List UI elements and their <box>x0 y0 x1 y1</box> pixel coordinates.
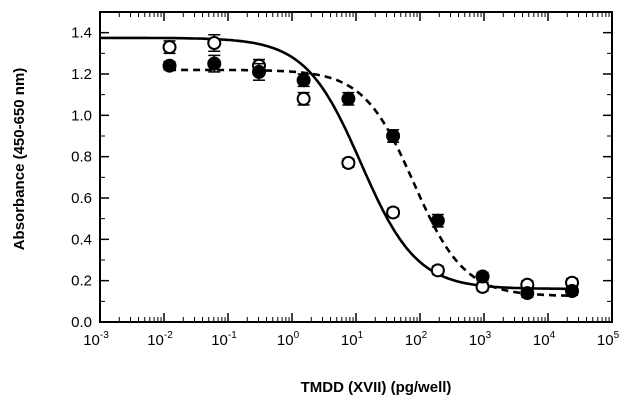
x-tick-label: 104 <box>533 330 556 349</box>
y-axis-title: Absorbance (450-650 nm) <box>11 68 28 251</box>
data-points <box>162 33 580 301</box>
fit-curves <box>100 36 572 298</box>
open-circle-marker <box>162 40 177 55</box>
open-circle-marker <box>430 263 445 278</box>
data-point <box>207 54 222 73</box>
x-tick-label: 101 <box>341 330 364 349</box>
y-axis-ticks: 0.0 0.2 0.4 0.6 0.8 1.0 1.2 1.4 <box>71 11 612 331</box>
data-point <box>565 284 580 298</box>
y-tick-label: 0.4 <box>71 231 92 248</box>
filled-circle-marker <box>475 269 490 284</box>
data-point <box>296 73 311 88</box>
data-point <box>386 129 401 143</box>
x-tick-label: 105 <box>597 330 620 349</box>
filled-circle-marker <box>520 286 535 301</box>
filled-circle-marker <box>296 73 311 88</box>
fit-curve-dashed <box>169 68 572 298</box>
y-tick-label: 0.0 <box>71 314 92 331</box>
open-circle-marker <box>386 205 401 220</box>
open-circle-marker <box>296 91 311 106</box>
data-point <box>162 40 177 55</box>
data-point <box>251 62 266 81</box>
data-point <box>386 205 401 220</box>
y-tick-label: 1.0 <box>71 107 92 124</box>
data-point <box>296 91 311 106</box>
fit-curve-solid <box>100 36 572 291</box>
x-tick-label: 103 <box>469 330 492 349</box>
plot-frame <box>99 11 613 323</box>
x-axis-title: TMDD (XVII) (pg/well) <box>301 379 452 396</box>
filled-circle-marker <box>251 64 266 79</box>
y-tick-label: 0.2 <box>71 273 92 290</box>
y-tick-label: 0.6 <box>71 190 92 207</box>
filled-circle-marker <box>341 91 356 106</box>
data-point <box>207 33 222 53</box>
x-tick-label: 100 <box>277 330 300 349</box>
data-point <box>430 263 445 278</box>
data-point <box>341 155 356 170</box>
filled-circle-marker <box>565 284 580 298</box>
filled-circle-marker <box>207 56 222 71</box>
data-point <box>520 286 535 301</box>
data-point <box>475 269 490 284</box>
x-axis-ticks: 10-3 10-2 10-1 100 101 102 103 104 105 <box>83 12 620 349</box>
x-tick-label: 10-2 <box>147 330 173 349</box>
y-tick-label: 1.4 <box>71 25 92 42</box>
x-tick-label: 102 <box>405 330 428 349</box>
filled-circle-marker <box>162 58 177 73</box>
x-tick-label: 10-3 <box>83 330 109 349</box>
data-point <box>430 213 445 228</box>
data-point <box>162 58 177 73</box>
open-circle-marker <box>341 155 356 170</box>
y-tick-label: 0.8 <box>71 149 92 166</box>
filled-circle-marker <box>386 129 401 143</box>
filled-circle-marker <box>430 213 445 228</box>
data-point <box>341 91 356 106</box>
x-tick-label: 10-1 <box>211 330 237 349</box>
y-tick-label: 1.2 <box>71 66 92 83</box>
open-circle-marker <box>207 36 222 50</box>
